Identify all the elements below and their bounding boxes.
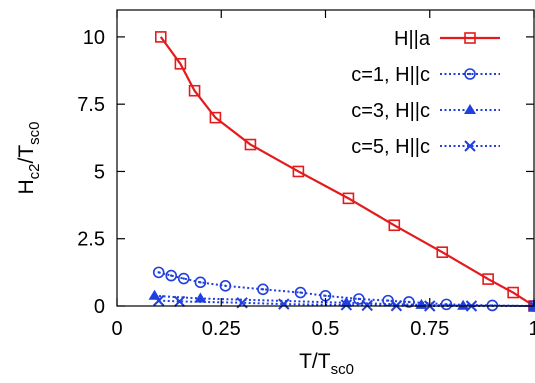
data-point-1-10 xyxy=(403,296,415,308)
x-tick-label-0: 0 xyxy=(111,318,122,340)
data-point-1-1 xyxy=(165,269,178,282)
legend-entry-2: c=3, H||c xyxy=(351,100,500,122)
data-point-0-7 xyxy=(388,219,401,232)
y-tick-label-2: 5 xyxy=(94,161,105,183)
x-tick-label-1: 0.25 xyxy=(202,318,241,340)
x-tick-label-4: 1 xyxy=(528,318,535,340)
data-point-0-9 xyxy=(482,273,494,285)
data-point-1-5 xyxy=(257,283,269,296)
data-point-0-6 xyxy=(342,192,355,205)
data-point-1-4 xyxy=(219,280,232,292)
legend-marker-2 xyxy=(464,104,476,114)
legend-label-1: c=1, H||c xyxy=(351,64,430,86)
data-point-2-4 xyxy=(457,299,470,310)
legend-label-0: H||a xyxy=(394,28,431,50)
y-tick-label-1: 2.5 xyxy=(77,229,105,251)
data-point-0-4 xyxy=(244,138,257,151)
series-line-3 xyxy=(158,299,534,307)
data-point-0-10 xyxy=(507,286,519,299)
legend-label-2: c=3, H||c xyxy=(351,100,430,122)
data-point-0-0 xyxy=(154,31,167,43)
data-point-3-0 xyxy=(152,294,165,307)
legend-entry-1: c=1, H||c xyxy=(351,64,500,86)
data-point-2-1 xyxy=(194,292,207,303)
data-point-0-2 xyxy=(188,84,201,97)
plot-frame xyxy=(116,9,535,307)
data-point-0-8 xyxy=(436,246,449,258)
legend-marker-3 xyxy=(464,140,476,152)
data-point-3-4 xyxy=(340,299,353,311)
y-tick-label-0: 0 xyxy=(94,296,105,318)
legend-marker-0 xyxy=(464,32,476,44)
series-line-0 xyxy=(159,36,535,307)
legend-entry-3: c=5, H||c xyxy=(351,136,500,158)
x-tick-label-2: 0.5 xyxy=(312,318,340,340)
x-tick-label-3: 0.75 xyxy=(410,318,449,340)
legend-marker-1 xyxy=(464,68,476,80)
data-point-1-8 xyxy=(353,293,365,305)
legend-label-3: c=5, H||c xyxy=(351,136,430,158)
data-point-1-0 xyxy=(152,266,165,279)
data-point-3-1 xyxy=(173,295,186,308)
legend-entry-0: H||a xyxy=(394,28,500,50)
y-axis-label: Hc2/Tsc0 xyxy=(15,121,43,194)
y-tick-label-4: 10 xyxy=(83,27,105,49)
data-point-3-3 xyxy=(278,298,290,310)
data-point-1-6 xyxy=(294,286,307,299)
x-axis-label: T/Tsc0 xyxy=(299,350,354,378)
data-point-1-2 xyxy=(177,272,190,285)
data-point-0-5 xyxy=(292,165,305,178)
data-point-0-3 xyxy=(209,111,222,124)
data-point-0-1 xyxy=(174,58,187,70)
data-point-1-3 xyxy=(194,276,207,289)
series-line-1 xyxy=(158,271,535,307)
data-point-2-0 xyxy=(148,289,161,300)
legend: H||a c=1, H||c c=3, H||c c=5, H||c xyxy=(351,28,500,158)
y-tick-label-3: 7.5 xyxy=(77,94,105,116)
